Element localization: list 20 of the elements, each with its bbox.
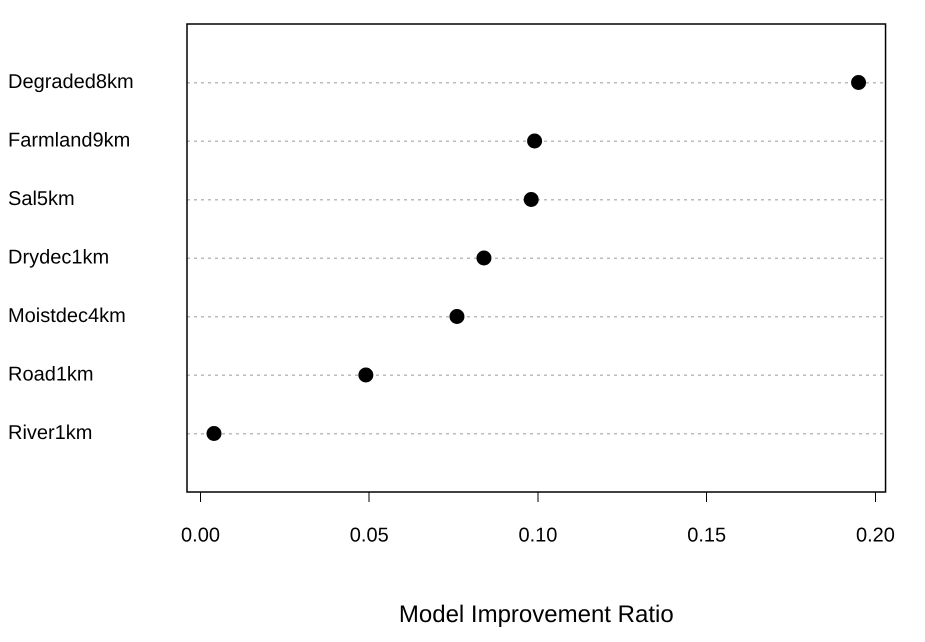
- y-tick-label: River1km: [8, 422, 92, 444]
- y-tick-label: Drydec1km: [8, 246, 110, 269]
- y-tick-label: Farmland9km: [8, 130, 130, 152]
- x-axis-title: Model Improvement Ratio: [398, 601, 674, 628]
- x-tick-label: 0.20: [856, 524, 895, 547]
- x-tick-label: 0.05: [350, 524, 389, 547]
- y-tick-label: Degraded8km: [8, 71, 134, 94]
- y-tick-label: Moistdec4km: [8, 305, 126, 328]
- y-tick-label: Road1km: [8, 364, 94, 386]
- point: [476, 250, 492, 266]
- x-tick-label: 0.00: [181, 524, 220, 547]
- x-tick-label: 0.10: [518, 524, 558, 547]
- y-tick-label: Sal5km: [8, 188, 75, 210]
- point: [206, 426, 222, 441]
- x-tick-label: 0.15: [687, 524, 726, 547]
- point: [527, 134, 542, 148]
- point: [524, 192, 539, 207]
- point: [358, 368, 374, 382]
- point: [449, 309, 464, 324]
- point: [851, 75, 866, 90]
